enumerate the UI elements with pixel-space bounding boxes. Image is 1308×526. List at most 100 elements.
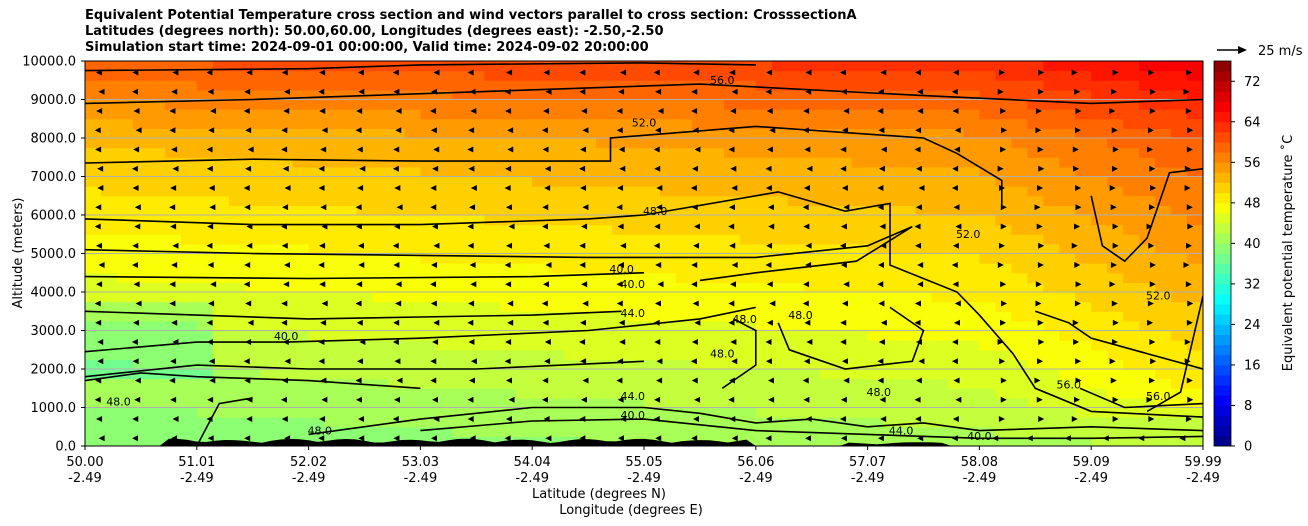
field-cell (1027, 176, 1044, 187)
field-cell (101, 320, 118, 332)
field-cell (1011, 205, 1028, 216)
field-cell (260, 436, 278, 446)
field-cell (228, 205, 246, 216)
field-cell (148, 99, 166, 110)
field-cell (212, 89, 230, 101)
field-cell (452, 147, 469, 158)
field-cell (388, 99, 406, 110)
field-cell (292, 407, 310, 418)
field-cell (436, 263, 453, 274)
wind-arrow (765, 435, 772, 442)
field-cell (771, 80, 789, 91)
wind-arrow (915, 242, 922, 249)
field-cell (500, 234, 517, 245)
field-cell (851, 166, 869, 178)
field-cell (420, 436, 437, 446)
field-cell (324, 195, 342, 206)
field-cell (995, 282, 1012, 293)
field-cell (755, 138, 773, 149)
wind-arrow (358, 88, 365, 95)
x-tick-label-lon: -2.49 (1074, 471, 1108, 486)
wind-arrow (1037, 146, 1044, 153)
field-cell (228, 320, 246, 332)
field-cell (372, 292, 390, 303)
field-cell (548, 99, 565, 110)
field-cell (1187, 349, 1203, 360)
wind-arrow (992, 435, 999, 442)
contour-label: 40.0 (967, 430, 992, 443)
field-cell (1059, 138, 1076, 149)
field-cell (452, 70, 469, 81)
field-cell (85, 320, 102, 332)
field-cell (1043, 157, 1060, 168)
wind-arrow (544, 339, 551, 346)
field-cell (260, 70, 278, 81)
field-cell (723, 282, 741, 293)
field-cell (468, 224, 485, 235)
field-cell (1139, 99, 1156, 110)
wind-arrow (878, 88, 885, 95)
field-cell (1091, 186, 1108, 197)
wind-arrow (803, 108, 810, 115)
field-cell (739, 224, 757, 235)
field-cell (596, 388, 613, 399)
field-cell (324, 397, 342, 409)
field-cell (180, 234, 198, 245)
field-cell (707, 417, 725, 428)
field-cell (564, 378, 581, 389)
field-cell (771, 417, 789, 428)
field-cell (468, 80, 485, 91)
field-cell (212, 224, 230, 235)
wind-arrow (1075, 377, 1082, 384)
field-cell (787, 388, 805, 399)
field-cell (883, 320, 901, 332)
field-cell (803, 330, 821, 341)
field-cell (628, 349, 645, 360)
field-cell (963, 436, 980, 446)
wind-arrow (172, 242, 179, 249)
field-cell (979, 99, 996, 110)
field-cell (1075, 301, 1092, 312)
field-cell (644, 99, 661, 110)
field-cell (1139, 89, 1156, 101)
field-cell (707, 397, 725, 409)
field-cell (468, 272, 485, 283)
field-cell (803, 369, 821, 380)
field-cell (516, 369, 533, 380)
wind-arrow (997, 165, 1004, 172)
field-cell (883, 138, 901, 149)
field-cell (644, 282, 661, 293)
field-cell (500, 215, 517, 226)
field-cell (963, 70, 980, 81)
field-cell (132, 282, 150, 293)
field-cell (116, 176, 134, 187)
field-cell (244, 234, 262, 245)
field-cell (164, 147, 182, 158)
field-cell (580, 205, 597, 216)
field-cell (899, 263, 917, 274)
field-cell (340, 243, 358, 255)
field-cell (548, 157, 565, 168)
wind-arrow (690, 358, 697, 365)
field-cell (835, 89, 853, 101)
wind-arrow (95, 377, 102, 384)
wind-arrow (877, 281, 884, 288)
field-cell (85, 253, 102, 264)
field-cell (612, 70, 629, 81)
field-cell (532, 388, 549, 399)
field-cell (1107, 388, 1124, 399)
field-cell (116, 282, 134, 293)
field-cell (452, 282, 469, 293)
field-cell (372, 359, 390, 370)
field-cell (867, 263, 885, 274)
field-cell (723, 128, 741, 139)
field-cell (276, 320, 294, 332)
wind-arrow (766, 319, 773, 326)
wind-arrow (914, 319, 921, 326)
field-cell (596, 417, 613, 428)
field-cell (1091, 349, 1108, 360)
field-cell (1171, 118, 1188, 129)
field-cell (979, 253, 996, 264)
wind-arrow (1148, 377, 1155, 384)
field-cell (644, 292, 661, 303)
